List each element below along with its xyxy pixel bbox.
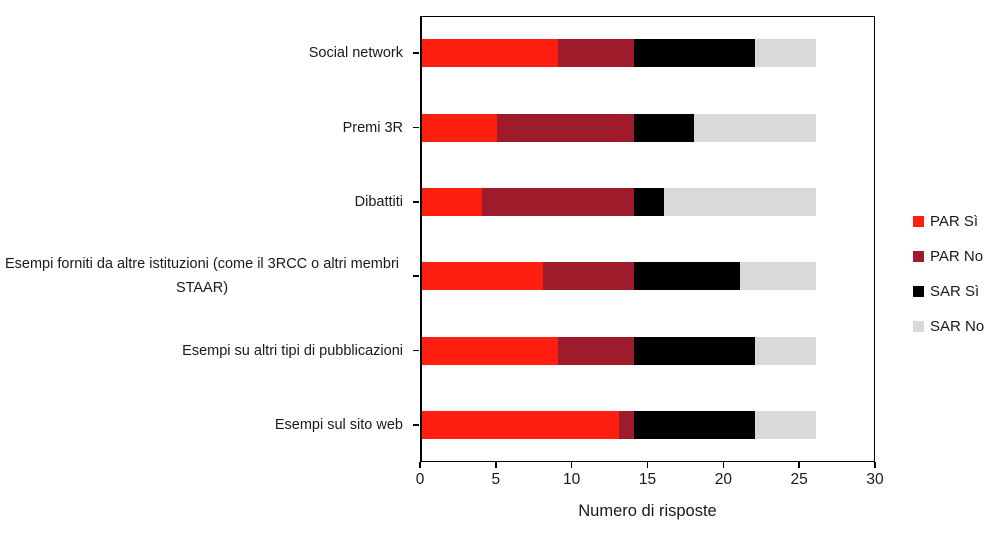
bar-segment-SAR No xyxy=(694,113,816,142)
bar-segment-SAR Sì xyxy=(633,187,665,216)
bar-row xyxy=(421,410,816,439)
x-axis-tick xyxy=(874,462,876,468)
x-tick-label: 25 xyxy=(790,471,808,488)
x-axis-tick xyxy=(722,462,725,468)
bar-row xyxy=(421,187,816,216)
x-axis-tick xyxy=(495,462,497,468)
x-tick-label: 30 xyxy=(866,471,884,488)
bar-segment-PAR No xyxy=(558,336,634,365)
y-axis-tick xyxy=(413,349,419,352)
legend-label: SAR No xyxy=(930,318,985,335)
legend: PAR Sì PAR No SAR Sì SAR No xyxy=(913,211,984,351)
x-axis-tick xyxy=(419,462,421,468)
legend-swatch xyxy=(913,216,924,227)
x-axis-tick xyxy=(570,462,573,468)
bar-segment-PAR No xyxy=(542,262,634,291)
bar-segment-SAR Sì xyxy=(633,113,695,142)
x-tick-label: 15 xyxy=(638,471,657,488)
category-label: Esempi forniti da altre istituzioni (com… xyxy=(4,256,400,297)
legend-item: SAR Sì xyxy=(913,281,984,302)
x-tick-label: 5 xyxy=(491,471,501,488)
category-label: Dibattiti xyxy=(354,193,403,210)
bar-segment-SAR No xyxy=(755,336,816,365)
legend-swatch xyxy=(913,251,924,262)
bar-segment-SAR Sì xyxy=(633,262,740,291)
bar-segment-SAR Sì xyxy=(633,410,756,439)
bar-segment-PAR Sì xyxy=(421,410,619,439)
bar-segment-PAR No xyxy=(558,39,634,68)
category-label: Premi 3R xyxy=(342,119,403,136)
legend-label: PAR Sì xyxy=(930,213,979,230)
bar-segment-PAR No xyxy=(482,187,634,216)
x-tick-label: 10 xyxy=(563,471,581,488)
bar-segment-PAR Sì xyxy=(421,187,483,216)
bar-segment-SAR No xyxy=(739,262,816,291)
x-axis-tick xyxy=(798,462,800,468)
legend-swatch xyxy=(913,321,924,332)
bar-segment-SAR No xyxy=(755,39,816,68)
bar-segment-PAR Sì xyxy=(421,336,558,365)
bar-segment-SAR No xyxy=(664,187,816,216)
legend-swatch xyxy=(913,286,924,297)
bar-segment-PAR Sì xyxy=(421,113,498,142)
bar-segment-PAR Sì xyxy=(421,39,558,68)
category-label: Esempi sul sito web xyxy=(274,416,403,433)
bar-segment-PAR No xyxy=(618,410,634,439)
legend-item: PAR Sì xyxy=(913,211,984,232)
x-tick-label: 20 xyxy=(714,471,732,488)
category-label: Esempi su altri tipi di pubblicazioni xyxy=(182,342,403,359)
y-axis-tick xyxy=(413,52,419,54)
legend-item: PAR No xyxy=(913,246,984,267)
y-axis-tick xyxy=(413,201,419,203)
bar-segment-PAR No xyxy=(497,113,634,142)
x-axis-title: Numero di risposte xyxy=(578,502,717,520)
y-axis-tick xyxy=(413,424,419,426)
x-tick-label: 0 xyxy=(415,471,425,488)
legend-item: SAR No xyxy=(913,316,984,337)
category-label: Social network xyxy=(308,45,403,62)
y-axis-tick xyxy=(413,275,419,277)
plot-area xyxy=(420,16,875,462)
legend-label: SAR Sì xyxy=(930,283,980,300)
bar-row xyxy=(421,39,816,68)
bar-row xyxy=(421,262,816,291)
bar-segment-PAR Sì xyxy=(421,262,543,291)
bar-row xyxy=(421,113,816,142)
bar-row xyxy=(421,336,816,365)
y-axis-tick xyxy=(413,126,419,129)
legend-label: PAR No xyxy=(930,248,984,265)
bar-segment-SAR Sì xyxy=(633,336,756,365)
bar-segment-SAR No xyxy=(755,410,816,439)
x-axis-tick xyxy=(646,462,649,468)
bar-segment-SAR Sì xyxy=(633,39,756,68)
